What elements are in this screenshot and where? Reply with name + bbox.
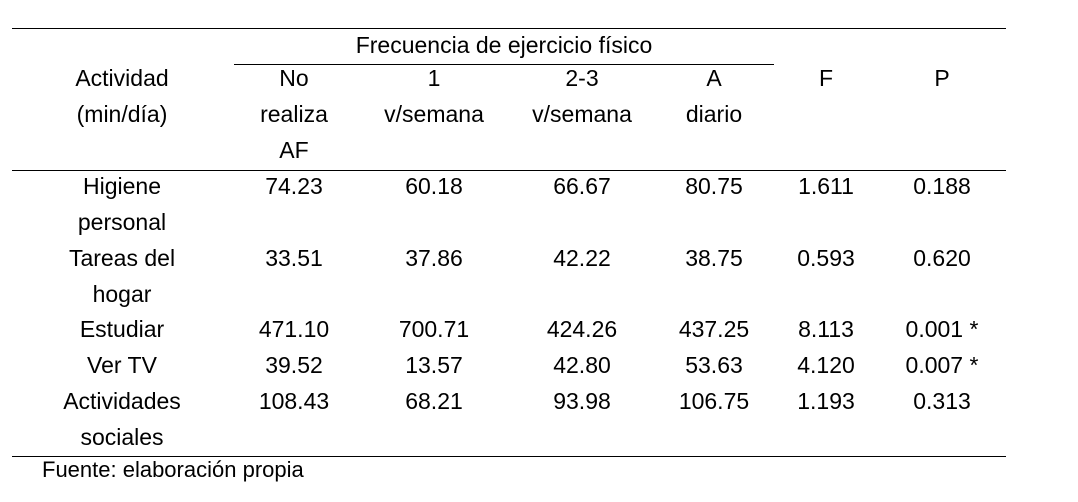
cell-f: 0.593: [797, 245, 855, 271]
cell-activity: Estudiar: [52, 311, 192, 347]
source-note: Fuente: elaboración propia: [42, 457, 304, 482]
header-una-semana: 1 v/semana: [366, 60, 502, 132]
cell-una-semana: 13.57: [405, 352, 463, 378]
header-p-line: P: [934, 65, 950, 91]
cell-activity: Actividades sociales: [52, 383, 192, 455]
cell-activity: Ver TV: [52, 347, 192, 383]
cell-f: 4.120: [797, 352, 855, 378]
cell-no-realiza: 33.51: [265, 245, 323, 271]
header-dos-tres-semana-line: 2-3: [565, 65, 599, 91]
cell-una-semana: 68.21: [405, 388, 463, 414]
group-header-rule: [234, 64, 774, 65]
cell-p: 0.001 *: [905, 316, 979, 342]
cell-activity-line: Tareas del: [68, 245, 176, 271]
header-no-realiza: No realiza AF: [234, 60, 354, 168]
cell-diario: 106.75: [678, 388, 750, 414]
cell-diario: 437.25: [678, 316, 750, 342]
cell-activity-line: Higiene: [83, 173, 161, 199]
cell-p: 0.007 *: [905, 352, 979, 378]
cell-dos-tres-semana: 42.22: [553, 245, 611, 271]
cell-p: 0.313: [913, 388, 971, 414]
cell-activity-line: personal: [77, 209, 167, 235]
cell-p: 0.620: [913, 245, 971, 271]
cell-no-realiza: 74.23: [265, 173, 323, 199]
cell-activity: Tareas del hogar: [52, 240, 192, 312]
header-activity-line: (min/día): [76, 101, 168, 127]
cell-dos-tres-semana: 42.80: [553, 352, 611, 378]
header-una-semana-line: 1: [427, 65, 441, 91]
header-f: F: [776, 60, 876, 96]
header-bottom-rule: [12, 170, 1006, 171]
cell-activity-line: Estudiar: [79, 316, 165, 342]
cell-activity: Higiene personal: [52, 168, 192, 240]
header-una-semana-line: v/semana: [384, 101, 484, 127]
cell-f: 1.611: [798, 173, 854, 199]
cell-no-realiza: 471.10: [258, 316, 330, 342]
header-dos-tres-semana-line: v/semana: [532, 101, 632, 127]
cell-diario: 80.75: [685, 173, 743, 199]
cell-una-semana: 37.86: [405, 245, 463, 271]
header-activity-line: Actividad: [75, 65, 169, 91]
top-rule: [12, 28, 1006, 29]
header-diario: A diario: [664, 60, 764, 132]
cell-dos-tres-semana: 93.98: [553, 388, 611, 414]
cell-activity-line: hogar: [92, 281, 152, 307]
cell-diario: 53.63: [685, 352, 743, 378]
group-header: Frecuencia de ejercicio físico: [355, 32, 653, 58]
cell-no-realiza: 39.52: [265, 352, 323, 378]
header-dos-tres-semana: 2-3 v/semana: [514, 60, 650, 132]
header-f-line: F: [818, 65, 834, 91]
header-no-realiza-line: AF: [279, 137, 309, 163]
cell-activity-line: Actividades: [63, 388, 181, 414]
cell-f: 8.113: [798, 316, 854, 342]
header-diario-line: diario: [685, 101, 743, 127]
cell-dos-tres-semana: 424.26: [546, 316, 618, 342]
header-no-realiza-line: realiza: [260, 101, 328, 127]
cell-diario: 38.75: [685, 245, 743, 271]
cell-dos-tres-semana: 66.67: [553, 173, 611, 199]
cell-p: 0.188: [913, 173, 971, 199]
cell-f: 1.193: [797, 388, 855, 414]
header-no-realiza-line: No: [279, 65, 309, 91]
header-activity: Actividad (min/día): [52, 60, 192, 132]
header-diario-line: A: [706, 65, 722, 91]
cell-no-realiza: 108.43: [258, 388, 330, 414]
data-table: Frecuencia de ejercicio físico Actividad…: [12, 0, 1006, 502]
cell-activity-line: sociales: [80, 424, 164, 450]
bottom-rule: [12, 456, 1006, 457]
cell-una-semana: 60.18: [405, 173, 463, 199]
cell-activity-line: Ver TV: [87, 352, 157, 378]
cell-una-semana: 700.71: [398, 316, 470, 342]
header-p: P: [892, 60, 992, 96]
